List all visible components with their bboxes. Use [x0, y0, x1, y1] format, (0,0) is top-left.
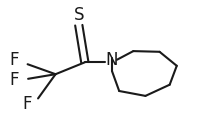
Text: F: F: [10, 51, 19, 69]
Text: F: F: [10, 71, 19, 89]
Text: F: F: [22, 95, 32, 113]
Text: N: N: [106, 51, 118, 69]
Text: S: S: [74, 6, 84, 24]
